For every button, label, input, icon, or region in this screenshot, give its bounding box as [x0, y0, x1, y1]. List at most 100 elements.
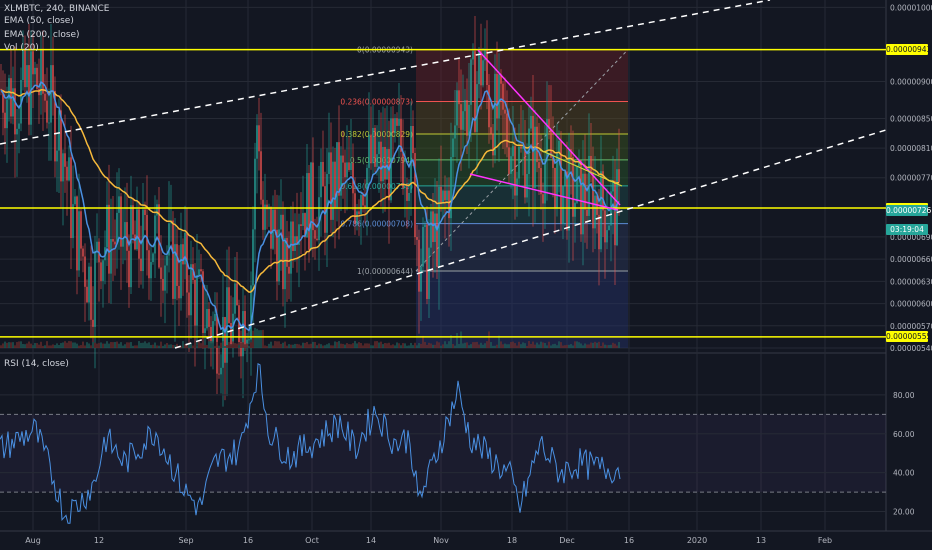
candle-body	[274, 209, 276, 230]
volume-bar	[532, 341, 534, 348]
volume-bar	[62, 342, 64, 348]
candle-body	[458, 90, 460, 105]
volume-bar	[314, 341, 316, 348]
volume-bar	[556, 345, 558, 348]
ema50-line	[0, 80, 620, 335]
volume-bar	[262, 329, 264, 348]
volume-bar	[272, 345, 274, 348]
candle-body	[306, 173, 308, 238]
candle-body	[566, 171, 568, 231]
volume-bar	[54, 345, 56, 348]
candle-body	[154, 215, 156, 254]
volume-bar	[288, 344, 290, 348]
candle-body	[462, 111, 464, 130]
price-tag-level: 0.00000555	[886, 331, 932, 343]
volume-bar	[558, 341, 560, 348]
volume-bar	[582, 345, 584, 348]
volume-bar	[514, 343, 516, 348]
rsi-legend[interactable]: RSI (14, close)	[4, 359, 69, 369]
volume-bar	[494, 345, 496, 348]
candle-body	[110, 239, 112, 274]
candle-body	[426, 224, 428, 299]
candle-body	[220, 367, 222, 375]
volume-bar	[594, 341, 596, 348]
candle-body	[70, 157, 72, 239]
candle-body	[308, 173, 310, 250]
candle-body	[138, 209, 140, 259]
volume-bar	[370, 345, 372, 348]
volume-bar	[246, 343, 248, 348]
volume-bar	[330, 345, 332, 348]
volume-bar	[280, 343, 282, 348]
volume-bar	[132, 345, 134, 348]
volume-bar	[600, 345, 602, 348]
wedge-upper-line	[477, 49, 621, 206]
volume-bar	[378, 342, 380, 348]
candle-body	[66, 166, 68, 181]
candle-body	[48, 122, 50, 124]
volume-bar	[236, 343, 238, 348]
ema50-legend[interactable]: EMA (50, close)	[4, 16, 74, 26]
candle-body	[288, 266, 290, 274]
symbol-title[interactable]: XLMBTC, 240, BINANCE	[4, 4, 110, 14]
candle-body	[616, 169, 618, 246]
volume-bar	[452, 344, 454, 348]
candle-body	[574, 202, 576, 217]
candle-body	[214, 313, 216, 322]
volume-bar	[8, 342, 10, 348]
candle-body	[328, 152, 330, 174]
volume-bar	[18, 341, 20, 348]
candle-body	[392, 118, 394, 134]
volume-bar	[374, 341, 376, 348]
candle-body	[330, 152, 332, 220]
ema200-legend[interactable]: EMA (200, close)	[4, 30, 80, 40]
volume-bar	[410, 342, 412, 348]
volume-bar	[106, 341, 108, 348]
volume-bar	[28, 341, 30, 348]
candle-body	[266, 204, 268, 210]
candle-body	[50, 65, 52, 123]
volume-bar	[190, 342, 192, 348]
candle-body	[476, 84, 478, 132]
volume-bar	[98, 343, 100, 348]
volume-bar	[0, 345, 2, 348]
candle-body	[406, 186, 408, 201]
volume-bar	[334, 341, 336, 348]
volume-bar	[480, 342, 482, 348]
rsi-axis-label: 60.00	[893, 430, 915, 439]
volume-bar	[446, 344, 448, 348]
price-axis-label: 0.00001000	[890, 3, 932, 12]
volume-bar	[128, 342, 130, 348]
volume-bar	[606, 345, 608, 348]
time-axis-label: 18	[507, 536, 517, 545]
rsi-axis-label: 20.00	[893, 508, 915, 517]
candle-body	[78, 211, 80, 271]
candle-body	[256, 125, 258, 159]
volume-bar	[254, 327, 256, 348]
volume-bar	[380, 341, 382, 348]
candle-body	[130, 205, 132, 288]
volume-bar	[60, 343, 62, 348]
volume-bar	[544, 343, 546, 348]
volume-bar	[252, 330, 254, 348]
candle-body	[132, 205, 134, 235]
volume-bar	[248, 345, 250, 348]
volume-bar	[130, 342, 132, 348]
volume-legend[interactable]: Vol (20)	[4, 43, 39, 53]
candle-body	[422, 226, 424, 267]
candle-body	[286, 237, 288, 267]
volume-bar	[554, 343, 556, 348]
candle-body	[384, 146, 386, 180]
candle-body	[38, 88, 40, 96]
volume-bar	[212, 341, 214, 348]
candle-body	[416, 237, 418, 240]
rsi-line	[0, 363, 621, 524]
candle-body	[68, 157, 70, 181]
volume-bar	[442, 344, 444, 348]
volume-bar	[316, 345, 318, 348]
candle-body	[598, 214, 600, 250]
candle-body	[144, 209, 146, 215]
time-axis-label: 16	[624, 536, 634, 545]
candle-body	[290, 221, 292, 274]
volume-bar	[50, 345, 52, 348]
